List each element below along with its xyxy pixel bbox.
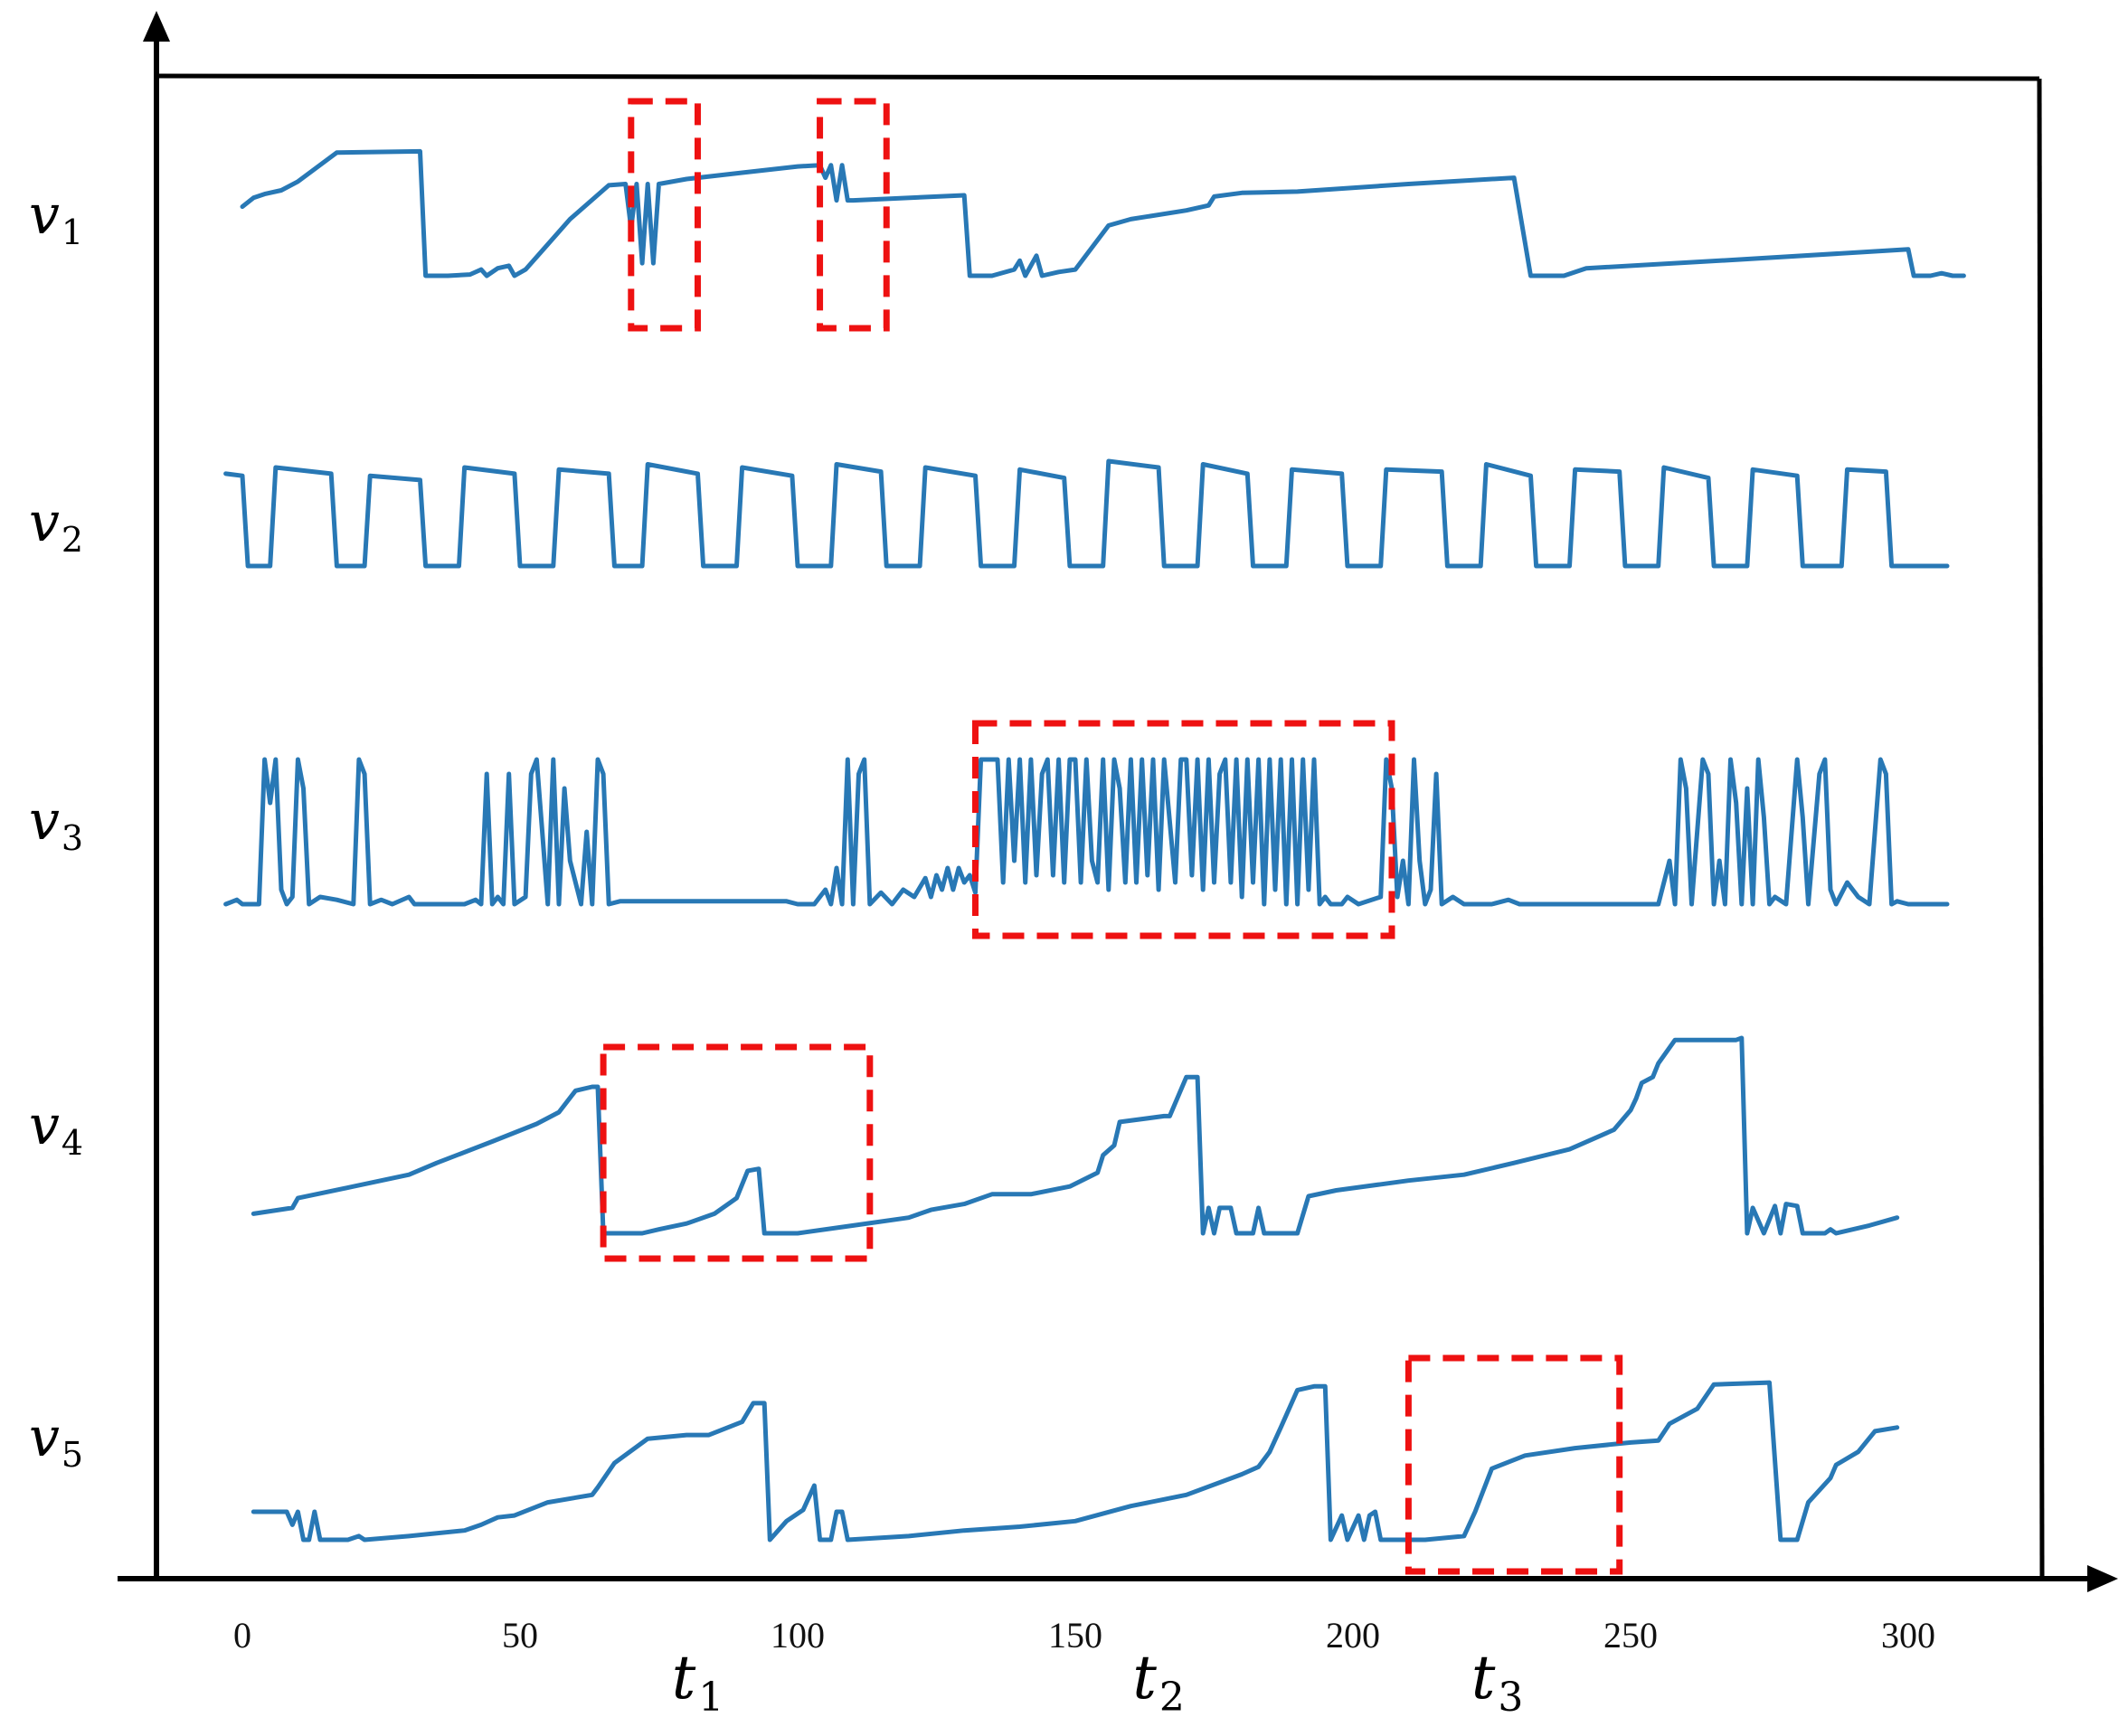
series-line-v5 <box>251 1380 1900 1543</box>
y-axis-arrowhead <box>143 11 170 42</box>
x-tick-label-0: 0 <box>233 1615 251 1656</box>
anomaly-box-v1-2 <box>817 98 890 332</box>
x-tick-label-100: 100 <box>771 1615 825 1656</box>
time-marker-t2: t2 <box>1132 1643 1185 1721</box>
series-labels: v1 v2 v3 v4 v5 <box>29 184 83 1475</box>
series-line-v4 <box>251 1035 1900 1236</box>
series-label-v1: v1 <box>29 184 83 252</box>
frame-top-border <box>156 73 2040 81</box>
x-tick-label-150: 150 <box>1048 1615 1102 1656</box>
x-tick-label-300: 300 <box>1881 1615 1935 1656</box>
series-lines <box>223 148 1966 1543</box>
series-label-v5: v5 <box>29 1406 83 1475</box>
frame-right-border <box>2037 78 2045 1580</box>
time-marker-t3: t3 <box>1471 1643 1524 1721</box>
anomaly-box-v5-5 <box>1404 1354 1623 1575</box>
time-marker-t1: t1 <box>672 1643 724 1721</box>
x-tick-label-200: 200 <box>1326 1615 1380 1656</box>
x-tick-label-250: 250 <box>1603 1615 1658 1656</box>
anomaly-box-v3-3 <box>971 720 1395 939</box>
x-axis-arrowhead <box>2087 1565 2118 1592</box>
series-line-v2 <box>223 458 1950 569</box>
x-tick-label-50: 50 <box>502 1615 538 1656</box>
anomaly-box-v1-1 <box>628 98 701 332</box>
series-line-v3 <box>223 757 1950 907</box>
plot-frame <box>118 11 2118 1592</box>
time-markers: t1 t2 t3 <box>672 1643 1524 1721</box>
series-line-v1 <box>240 148 1966 278</box>
series-label-v4: v4 <box>29 1094 83 1163</box>
x-tick-labels: 0 50 100 150 200 250 300 <box>233 1615 1935 1656</box>
series-label-v2: v2 <box>29 491 83 560</box>
series-label-v3: v3 <box>29 789 83 858</box>
anomaly-boxes <box>600 98 1623 1575</box>
